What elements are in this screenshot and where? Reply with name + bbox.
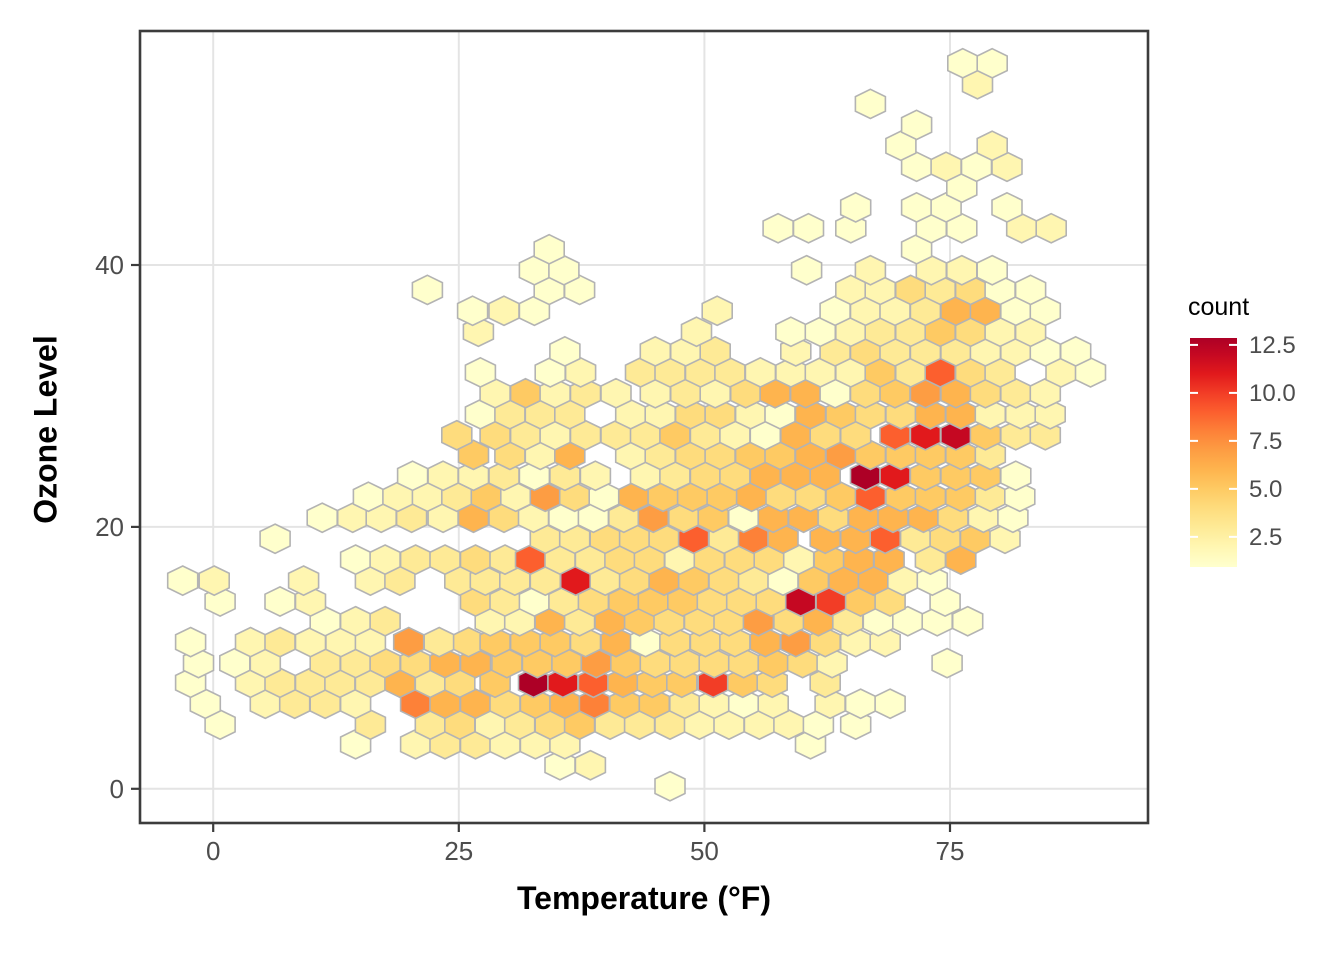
hex-cell bbox=[166, 565, 199, 597]
hex-cell bbox=[945, 254, 978, 286]
hex-cell bbox=[946, 47, 979, 79]
hex-cell bbox=[533, 233, 566, 265]
hex-cell bbox=[264, 586, 296, 617]
hex-cell bbox=[900, 109, 933, 141]
hex-cell bbox=[930, 151, 962, 183]
hex-layer bbox=[166, 47, 1107, 802]
hex-cell bbox=[916, 565, 949, 597]
hex-cell bbox=[854, 254, 887, 286]
hex-cell bbox=[792, 212, 825, 244]
hex-cell bbox=[456, 295, 489, 327]
hex-cell bbox=[991, 191, 1023, 223]
legend-title: count bbox=[1188, 293, 1250, 321]
hex-cell bbox=[931, 647, 963, 679]
hex-cell bbox=[369, 544, 401, 576]
hex-cell bbox=[1059, 335, 1092, 367]
hex-cell bbox=[399, 544, 432, 576]
hex-cell bbox=[762, 212, 794, 244]
hex-cell bbox=[464, 356, 497, 388]
hex-cell bbox=[839, 191, 872, 223]
hex-cell bbox=[198, 565, 230, 597]
y-tick-label: 40 bbox=[95, 250, 124, 280]
hex-cell bbox=[579, 460, 612, 492]
hex-cell bbox=[423, 626, 456, 658]
panel-border bbox=[138, 29, 1150, 825]
hex-cell bbox=[976, 130, 1009, 162]
hex-cell bbox=[951, 605, 984, 637]
hex-cell bbox=[900, 191, 933, 223]
hex-cell bbox=[600, 377, 632, 409]
x-tick-label: 25 bbox=[444, 836, 473, 866]
hex-cell bbox=[509, 377, 542, 409]
hex-cell bbox=[411, 274, 444, 306]
legend-tick-labels: 12.5 10.0 7.5 5.0 2.5 bbox=[1249, 332, 1296, 551]
hex-cell bbox=[680, 316, 713, 348]
hex-cell bbox=[339, 544, 372, 576]
hex-cell bbox=[234, 626, 267, 658]
hex-cell bbox=[264, 626, 296, 658]
hex-cell bbox=[392, 626, 425, 658]
hex-cell bbox=[427, 460, 459, 492]
hex-cell bbox=[549, 335, 581, 367]
hex-cell bbox=[874, 688, 906, 720]
hex-cell bbox=[459, 544, 492, 576]
legend-tick-label: 5.0 bbox=[1249, 476, 1282, 503]
axis-tick-labels: 0 25 50 75 0 20 40 bbox=[95, 250, 964, 866]
x-tick-label: 0 bbox=[206, 836, 220, 866]
y-tick-label: 20 bbox=[95, 512, 124, 542]
hex-cell bbox=[174, 626, 207, 658]
y-axis-title: Ozone Level bbox=[27, 335, 64, 524]
legend-tick-label: 12.5 bbox=[1249, 332, 1296, 359]
y-tick-label: 0 bbox=[110, 774, 124, 804]
hex-cell bbox=[999, 460, 1032, 492]
hex-cell bbox=[976, 47, 1009, 79]
hex-cell bbox=[854, 88, 887, 120]
legend-tick-label: 2.5 bbox=[1249, 524, 1282, 551]
legend-tick-marks bbox=[1190, 343, 1237, 538]
hex-cell bbox=[844, 688, 877, 720]
hex-cell bbox=[744, 356, 777, 388]
hex-cell bbox=[976, 254, 1009, 286]
x-tick-label: 75 bbox=[936, 836, 965, 866]
hex-cell bbox=[1014, 274, 1047, 306]
hex-cell bbox=[1035, 212, 1067, 244]
hex-cell bbox=[488, 295, 520, 327]
hex-cell bbox=[639, 335, 672, 367]
hex-cell bbox=[440, 419, 473, 451]
hex-cell bbox=[790, 254, 823, 286]
hex-cell bbox=[287, 565, 320, 597]
hex-cell bbox=[369, 605, 401, 637]
legend-tick-label: 10.0 bbox=[1249, 380, 1296, 407]
hex-cell bbox=[654, 770, 686, 802]
hex-cell bbox=[339, 605, 372, 637]
hex-cell bbox=[452, 626, 485, 658]
hex-cell bbox=[306, 502, 339, 534]
x-axis-title: Temperature (°F) bbox=[516, 880, 771, 916]
hex-cell bbox=[352, 481, 385, 513]
hex-cell bbox=[775, 316, 807, 348]
x-tick-label: 50 bbox=[690, 836, 719, 866]
hex-cell bbox=[259, 523, 291, 555]
legend-colorbar bbox=[1190, 338, 1237, 567]
hex-cell bbox=[396, 460, 429, 492]
axis-ticks bbox=[131, 263, 952, 832]
hex-cell bbox=[429, 544, 461, 576]
hex-cell bbox=[701, 295, 734, 327]
hex-cell bbox=[757, 688, 790, 720]
hex-cell bbox=[574, 749, 607, 781]
legend-tick-label: 7.5 bbox=[1249, 428, 1282, 455]
